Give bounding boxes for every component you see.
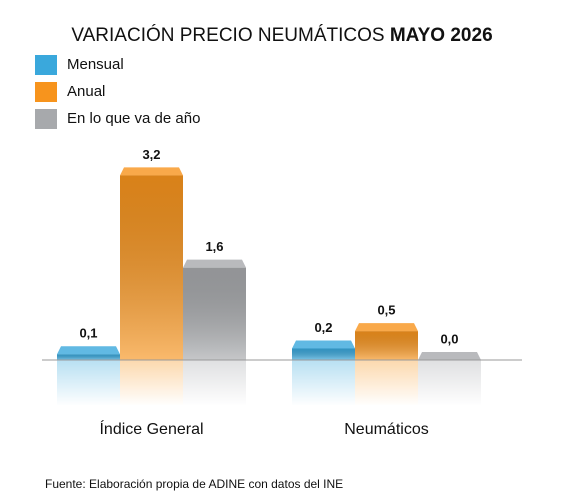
title-emphasis: MAYO 2026	[390, 25, 493, 46]
value-label: 0,2	[314, 320, 332, 335]
legend-swatch	[35, 109, 57, 129]
bar-shade	[120, 175, 183, 360]
bar-cap	[183, 259, 246, 268]
legend-swatch	[35, 55, 57, 75]
title-text: VARIACIÓN PRECIO NEUMÁTICOS	[71, 24, 384, 46]
bar-shade	[292, 348, 355, 360]
bar-shade	[355, 331, 418, 360]
value-label: 0,5	[377, 303, 395, 318]
bar-cap	[418, 352, 481, 360]
value-label: 0,0	[440, 331, 458, 346]
x-tick-label: Índice General	[99, 419, 203, 438]
bar-cap	[355, 323, 418, 332]
legend-swatch	[35, 82, 57, 102]
legend-label: Anual	[67, 83, 105, 100]
bar-cap	[292, 340, 355, 349]
legend-label: En lo que va de año	[67, 110, 200, 127]
source-note: Fuente: Elaboración propia de ADINE con …	[45, 477, 343, 491]
bar-shade	[57, 354, 120, 360]
bar-reflection-fade	[120, 360, 183, 406]
value-label: 1,6	[205, 239, 223, 254]
value-label: 3,2	[142, 147, 160, 162]
bar-reflection-fade	[355, 360, 418, 406]
bar-reflection-fade	[418, 360, 481, 406]
legend-label: Mensual	[67, 56, 124, 73]
x-tick-label: Neumáticos	[344, 421, 428, 438]
bar-cap	[120, 167, 183, 176]
bar-reflection-fade	[292, 360, 355, 406]
bar-cap	[57, 346, 120, 355]
value-label: 0,1	[79, 326, 97, 341]
chart-title: VARIACIÓN PRECIO NEUMÁTICOS MAYO 2026	[71, 24, 492, 46]
bar-reflection-fade	[183, 360, 246, 406]
bar-shade	[183, 267, 246, 360]
bar-reflection-fade	[57, 360, 120, 406]
